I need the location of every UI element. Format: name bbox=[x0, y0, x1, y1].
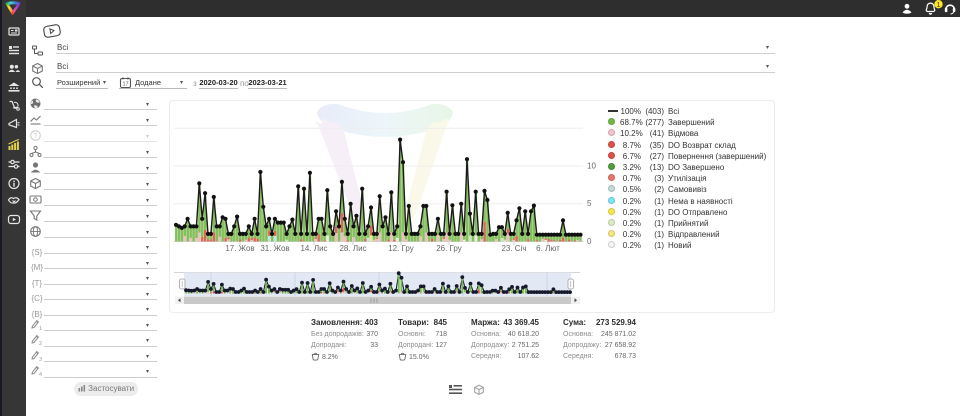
svg-text:1: 1 bbox=[937, 2, 941, 9]
svg-text:5: 5 bbox=[587, 199, 592, 208]
svg-text:23. Січ: 23. Січ bbox=[501, 244, 526, 253]
svg-text:14. Лис: 14. Лис bbox=[300, 244, 327, 253]
svg-text:26. Гру: 26. Гру bbox=[436, 244, 462, 253]
svg-text:0: 0 bbox=[587, 237, 592, 246]
svg-text:12. Гру: 12. Гру bbox=[388, 244, 414, 253]
svg-text:6. Лют: 6. Лют bbox=[536, 244, 560, 253]
svg-text:10: 10 bbox=[587, 162, 596, 171]
svg-text:3: 3 bbox=[39, 357, 42, 362]
svg-text:2: 2 bbox=[39, 341, 42, 346]
svg-text:28. Лис: 28. Лис bbox=[339, 244, 366, 253]
svg-text:4: 4 bbox=[39, 372, 42, 377]
svg-text:17. Жов: 17. Жов bbox=[225, 244, 254, 253]
svg-text:31. Жов: 31. Жов bbox=[260, 244, 289, 253]
svg-text:1: 1 bbox=[39, 326, 42, 331]
svg-text:17: 17 bbox=[122, 82, 128, 88]
svg-text:?: ? bbox=[34, 133, 38, 140]
